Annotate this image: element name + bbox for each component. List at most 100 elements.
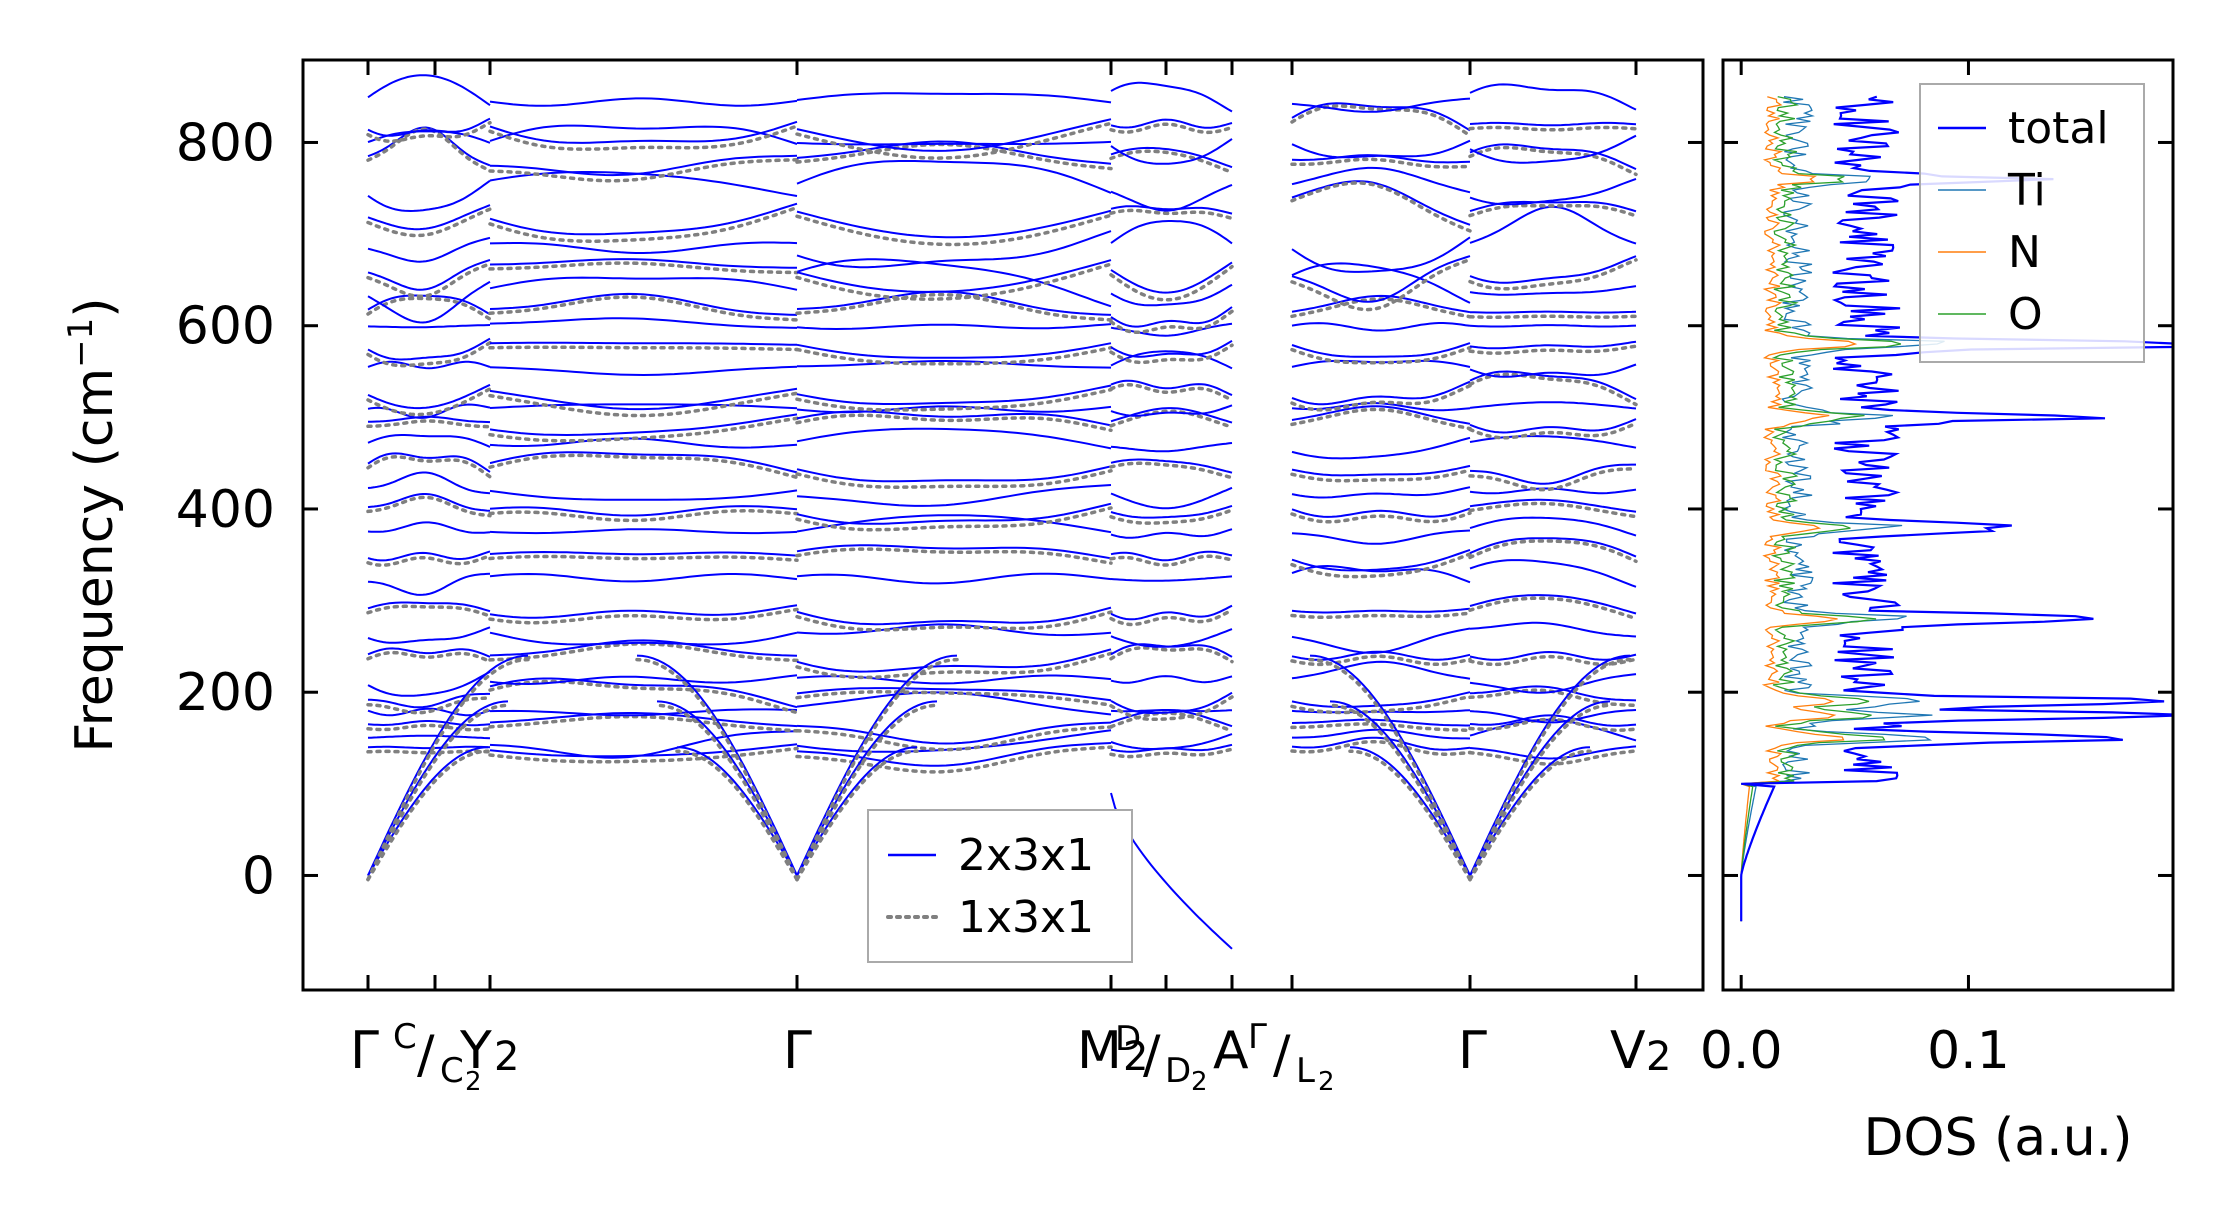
band-2x3x1 (796, 258, 1112, 308)
band-2x3x1 (796, 544, 1112, 560)
band-1x3x1 (795, 213, 1113, 247)
band-2x3x1 (1110, 628, 1233, 648)
band-2x3x1 (1469, 594, 1637, 615)
legend-label-total: total (2008, 103, 2109, 154)
band-2x3x1 (367, 179, 491, 213)
band-2x3x1 (1469, 83, 1637, 111)
acoustic-branch-1x3x1 (795, 703, 939, 882)
band-2x3x1 (1110, 691, 1233, 715)
kpath-label-v-sub: 2 (1646, 1034, 1671, 1080)
band-1x3x1 (1109, 122, 1234, 135)
band-1x3x1 (795, 745, 1113, 774)
band-2x3x1 (1291, 97, 1471, 113)
band-2x3x1 (1110, 118, 1233, 129)
band-2x3x1 (489, 451, 798, 474)
band-1x3x1 (1109, 208, 1234, 221)
band-2x3x1 (1469, 255, 1637, 284)
band-2x3x1 (1469, 370, 1637, 401)
band-2x3x1 (1291, 436, 1471, 460)
band-2x3x1 (1110, 306, 1233, 328)
band-2x3x1 (1110, 138, 1233, 165)
dos-legend-box (1919, 83, 2145, 363)
band-2x3x1 (489, 631, 798, 646)
band-2x3x1 (1110, 575, 1233, 582)
band-2x3x1 (367, 670, 491, 697)
band-1x3x1 (1290, 468, 1472, 483)
band-2x3x1 (1291, 464, 1471, 477)
band-2x3x1 (1469, 418, 1637, 434)
band-1x3x1 (795, 690, 1113, 707)
kpath-label-d-sub: 2 (1191, 1067, 1208, 1097)
band-2x3x1 (796, 623, 1112, 637)
band-1x3x1 (488, 607, 799, 625)
kpath-label-v: V (1610, 1021, 1646, 1081)
band-2x3x1 (1110, 205, 1233, 215)
band-2x3x1 (1469, 621, 1637, 638)
band-1x3x1 (1468, 372, 1638, 407)
band-1x3x1 (366, 650, 492, 664)
band-2x3x1 (489, 403, 798, 410)
band-2x3x1 (489, 708, 798, 717)
band-1x3x1 (366, 723, 492, 732)
band-2x3x1 (1469, 709, 1637, 724)
band-2x3x1 (1110, 604, 1233, 621)
band-1x3x1 (488, 746, 799, 764)
y-tick-label: 0 (242, 846, 275, 906)
band-2x3x1 (796, 342, 1112, 359)
legend-label-2x3x1: 2x3x1 (958, 830, 1094, 881)
band-1x3x1 (1468, 125, 1638, 132)
band-1x3x1 (1109, 149, 1234, 175)
kpath-label-d-sup: D (1115, 1019, 1141, 1059)
kpath-label-slash-2: / (1143, 1025, 1161, 1085)
band-2x3x1 (1469, 340, 1637, 350)
acoustic-branch-2x3x1 (796, 654, 958, 876)
band-2x3x1 (367, 601, 491, 613)
band-2x3x1 (367, 74, 491, 107)
band-2x3x1 (796, 572, 1112, 585)
band-2x3x1 (796, 691, 1112, 716)
band-1x3x1 (1468, 539, 1638, 564)
band-2x3x1 (1110, 733, 1233, 750)
band-1x3x1 (488, 679, 799, 715)
band-2x3x1 (1291, 507, 1471, 518)
band-2x3x1 (1291, 718, 1470, 727)
band-2x3x1 (1291, 486, 1471, 499)
band-2x3x1 (796, 118, 1112, 152)
band-2x3x1 (489, 154, 798, 177)
kpath-label-d: D (1165, 1051, 1191, 1091)
band-1x3x1 (1290, 739, 1472, 756)
band-2x3x1 (1469, 537, 1637, 558)
band-2x3x1 (367, 493, 491, 512)
band-1x3x1 (488, 345, 799, 352)
band-2x3x1 (1110, 322, 1233, 337)
band-2x3x1 (1110, 528, 1233, 539)
band-1x3x1 (1290, 654, 1472, 667)
band-2x3x1 (489, 124, 798, 145)
band-2x3x1 (367, 434, 491, 448)
band-2x3x1 (1110, 81, 1233, 113)
dos-curve-o (1740, 96, 1902, 922)
acoustic-branch-1x3x1 (795, 657, 959, 882)
kpath-label-m: M (1077, 1021, 1122, 1081)
acoustic-branch-2x3x1 (1309, 654, 1471, 876)
band-2x3x1 (1291, 180, 1471, 226)
band-2x3x1 (1110, 504, 1233, 519)
band-2x3x1 (367, 521, 491, 534)
band-2x3x1 (367, 745, 491, 750)
band-1x3x1 (1468, 314, 1638, 319)
band-2x3x1 (489, 528, 798, 535)
band-2x3x1 (1469, 559, 1637, 588)
band-2x3x1 (1110, 486, 1233, 510)
band-2x3x1 (1291, 405, 1471, 425)
band-2x3x1 (489, 730, 798, 759)
band-1x3x1 (1290, 407, 1472, 431)
band-1x3x1 (488, 453, 799, 480)
band-2x3x1 (796, 290, 1112, 316)
acoustic-branch-1x3x1 (1348, 749, 1472, 882)
band-1x3x1 (1109, 343, 1234, 365)
band-2x3x1 (489, 317, 798, 329)
band-2x3x1 (1110, 146, 1233, 169)
band-2x3x1 (489, 604, 798, 619)
band-1x3x1 (366, 127, 492, 173)
dos-x-tick-label: 0.1 (1927, 1021, 2010, 1081)
